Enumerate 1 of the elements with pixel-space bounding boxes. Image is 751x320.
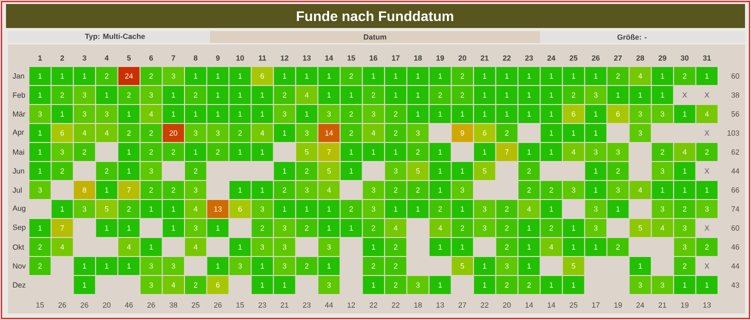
chart-title: Funde nach Funddatum — [296, 10, 454, 22]
